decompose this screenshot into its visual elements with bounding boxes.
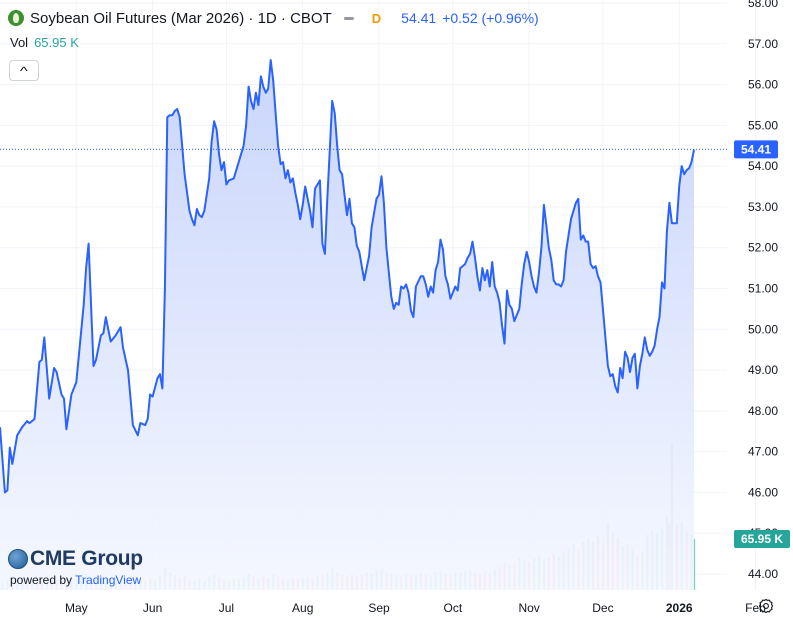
volume-label: Vol bbox=[10, 35, 29, 50]
chevron-up-icon: ^ bbox=[20, 63, 28, 78]
time-tick-1: Jun bbox=[143, 601, 162, 615]
delayed-data-badge[interactable]: D bbox=[371, 10, 382, 26]
price-tick-7: 51.00 bbox=[748, 282, 778, 296]
time-tick-6: Nov bbox=[518, 601, 539, 615]
watermark: CME Group powered by TradingView bbox=[8, 547, 143, 587]
powered-by-text[interactable]: powered by TradingView bbox=[10, 573, 143, 587]
time-tick-8: 2026 bbox=[666, 601, 693, 615]
price-tick-3: 55.00 bbox=[748, 118, 778, 132]
price-axis[interactable]: 58.00 57.00 56.00 55.00 54.00 53.00 52.00 51.00… bbox=[748, 0, 778, 581]
volume-bar-142 bbox=[693, 539, 696, 590]
price-tick-14: 44.00 bbox=[748, 567, 778, 581]
price-tick-0: 58.00 bbox=[748, 0, 778, 10]
time-tick-3: Aug bbox=[292, 601, 313, 615]
cme-globe-icon bbox=[8, 549, 28, 569]
volume-legend[interactable]: Vol 65.95 K bbox=[10, 35, 79, 50]
price-tick-9: 49.00 bbox=[748, 363, 778, 377]
last-volume-label: 65.95 K bbox=[734, 530, 790, 549]
time-tick-2: Jul bbox=[219, 601, 234, 615]
price-tick-8: 50.00 bbox=[748, 322, 778, 336]
last-volume-label-text: 65.95 K bbox=[741, 532, 783, 546]
cme-group-logo: CME Group bbox=[30, 547, 143, 570]
time-tick-7: Dec bbox=[592, 601, 613, 615]
price-change-value: +0.52 (+0.96%) bbox=[442, 10, 539, 26]
soybean-logo-icon bbox=[8, 10, 24, 26]
price-tick-1: 57.00 bbox=[748, 37, 778, 51]
market-status-icon bbox=[343, 16, 354, 20]
price-tick-10: 48.00 bbox=[748, 404, 778, 418]
last-price-label: 54.41 bbox=[734, 140, 778, 159]
price-tick-4: 54.00 bbox=[748, 159, 778, 173]
price-tick-6: 52.00 bbox=[748, 241, 778, 255]
last-price-label-text: 54.41 bbox=[741, 142, 771, 156]
price-tick-5: 53.00 bbox=[748, 200, 778, 214]
symbol-legend[interactable]: Soybean Oil Futures (Mar 2026) · 1D · CB… bbox=[8, 7, 539, 29]
price-line bbox=[0, 59, 695, 494]
time-tick-4: Sep bbox=[368, 601, 390, 615]
collapse-legend-button[interactable]: ^ bbox=[9, 60, 39, 81]
time-tick-0: May bbox=[65, 601, 88, 615]
price-area-fill bbox=[0, 60, 694, 591]
symbol-title[interactable]: Soybean Oil Futures (Mar 2026) · 1D · CB… bbox=[30, 9, 332, 27]
gear-icon[interactable] bbox=[757, 597, 775, 615]
powered-by-prefix: powered by bbox=[10, 573, 76, 587]
tradingview-link[interactable]: TradingView bbox=[75, 573, 142, 587]
time-axis[interactable]: May Jun Jul Aug Sep Oct Nov Dec 2026 Feb bbox=[65, 601, 766, 615]
volume-value: 65.95 K bbox=[34, 35, 79, 50]
price-tick-12: 46.00 bbox=[748, 485, 778, 499]
price-tick-11: 47.00 bbox=[748, 445, 778, 459]
last-price-value: 54.41 bbox=[401, 10, 437, 26]
time-tick-5: Oct bbox=[443, 601, 462, 615]
price-tick-2: 56.00 bbox=[748, 78, 778, 92]
